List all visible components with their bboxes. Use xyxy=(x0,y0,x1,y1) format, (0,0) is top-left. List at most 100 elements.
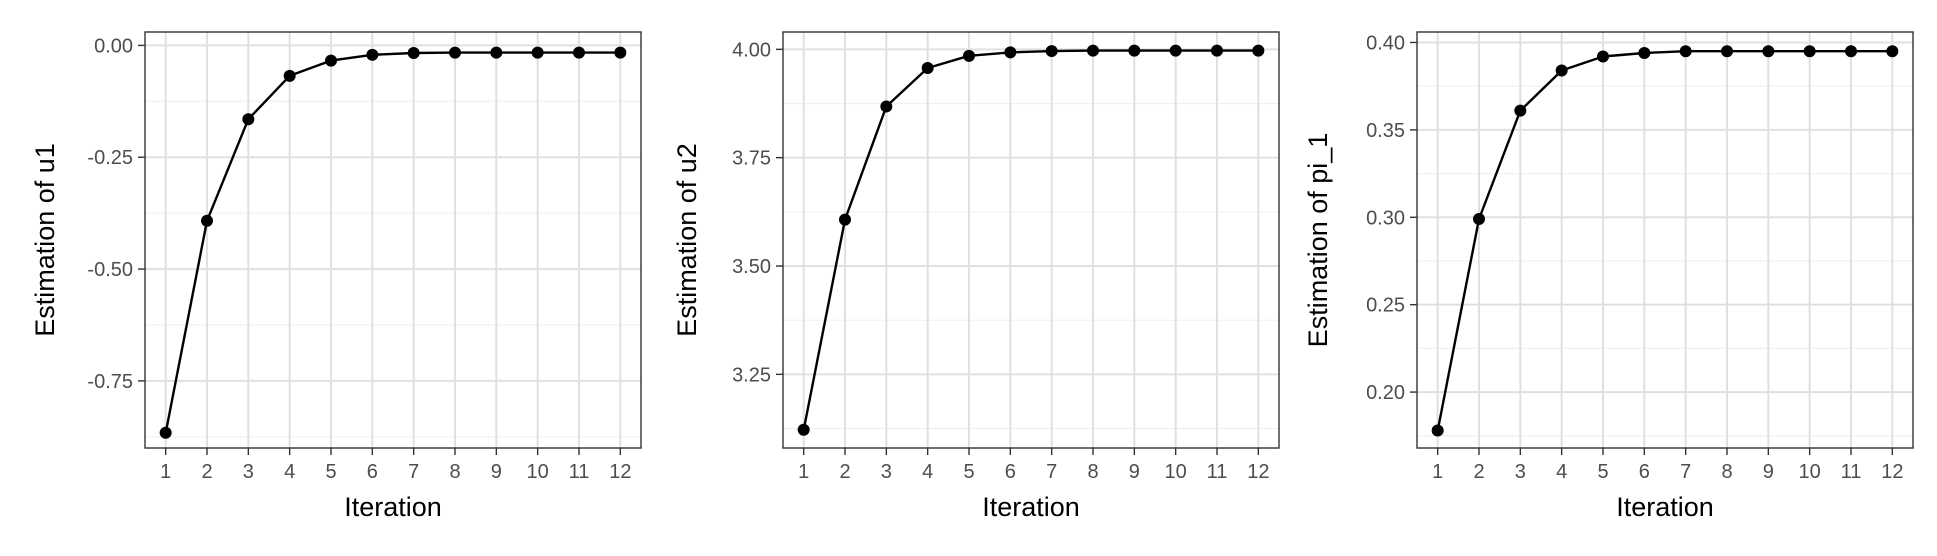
data-point xyxy=(1087,44,1099,57)
y-tick-label: 0.35 xyxy=(1366,120,1405,142)
data-point xyxy=(325,54,337,67)
chart-panel-3: 0.200.250.300.350.401 2 3 4 5 6 7 8 9 10 11 12Itera… xyxy=(1303,31,1914,522)
data-point xyxy=(1004,46,1017,59)
y-axis-title: Estimation of pi_1 xyxy=(1303,133,1333,348)
x-tick-label: 12 xyxy=(1881,461,1903,483)
data-point xyxy=(839,213,851,226)
x-tick-label: 4 xyxy=(284,461,295,483)
data-point xyxy=(407,47,420,60)
data-point xyxy=(283,69,296,82)
data-point xyxy=(1845,45,1857,58)
x-tick-label: 6 xyxy=(367,461,378,483)
x-tick-label: 5 xyxy=(963,461,974,483)
x-tick-label: 1 xyxy=(1432,461,1443,483)
y-tick-label: 0.20 xyxy=(1366,382,1405,404)
data-point xyxy=(1045,45,1058,58)
data-point xyxy=(366,48,379,61)
series-line xyxy=(802,49,1259,431)
data-point xyxy=(573,46,585,59)
data-point xyxy=(1514,104,1527,117)
y-tick-label: 0.25 xyxy=(1366,295,1405,317)
data-point xyxy=(1721,45,1733,58)
x-tick-label: 2 xyxy=(1473,461,1484,483)
y-tick-label: -0.75 xyxy=(87,371,133,393)
x-tick-label: 2 xyxy=(839,461,850,483)
y-tick-label: 0.00 xyxy=(94,35,133,57)
data-point xyxy=(1128,44,1141,57)
x-tick-label: 2 xyxy=(201,461,212,483)
x-tick-label: 1 xyxy=(798,461,809,483)
plot-area xyxy=(1417,32,1913,448)
x-tick-label: 9 xyxy=(1129,461,1140,483)
plot-area xyxy=(145,32,641,448)
chart-panel-2: 3.253.503.754.001 2 3 4 5 6 7 8 9 10 11 12Iteration… xyxy=(672,31,1280,522)
x-tick-label: 6 xyxy=(1005,461,1016,483)
x-tick-label: 10 xyxy=(1799,461,1821,483)
y-tick-label: 3.25 xyxy=(732,364,771,386)
data-point xyxy=(1803,45,1816,58)
x-tick-label: 5 xyxy=(1597,461,1608,483)
data-point xyxy=(1555,64,1568,77)
data-point xyxy=(1597,50,1609,63)
x-tick-label: 7 xyxy=(1680,461,1691,483)
x-tick-label: 10 xyxy=(527,461,549,483)
x-tick-label: 3 xyxy=(1515,461,1526,483)
x-axis-title: Iteration xyxy=(982,492,1080,522)
y-tick-label: -0.50 xyxy=(87,259,133,281)
panel-border xyxy=(144,31,642,449)
series-line xyxy=(1436,50,1893,431)
data-point xyxy=(531,46,544,59)
data-point xyxy=(1431,424,1444,437)
x-tick-label: 8 xyxy=(449,461,460,483)
data-point xyxy=(1638,46,1651,59)
x-tick-label: 11 xyxy=(1207,461,1228,483)
data-point xyxy=(1211,44,1223,57)
data-point xyxy=(242,113,255,126)
data-point xyxy=(880,100,893,113)
y-tick-label: 3.50 xyxy=(732,256,771,278)
y-axis-title: Estimation of u1 xyxy=(30,143,60,337)
x-tick-label: 7 xyxy=(1046,461,1057,483)
x-tick-label: 11 xyxy=(569,461,590,483)
data-point xyxy=(1679,45,1692,58)
x-tick-label: 12 xyxy=(1247,461,1269,483)
x-axis-title: Iteration xyxy=(1616,492,1714,522)
data-point xyxy=(201,214,213,227)
chart-panel-1: -0.75-0.50-0.250.001 2 3 4 5 6 7 8 9 10 11 12Iterat… xyxy=(30,31,642,522)
data-point xyxy=(1762,45,1775,58)
x-tick-label: 1 xyxy=(160,461,171,483)
x-tick-label: 3 xyxy=(881,461,892,483)
x-tick-label: 8 xyxy=(1087,461,1098,483)
y-tick-label: 3.75 xyxy=(732,148,771,170)
x-tick-label: 4 xyxy=(922,461,933,483)
data-point xyxy=(1886,45,1899,58)
data-point xyxy=(159,426,172,439)
x-tick-label: 5 xyxy=(325,461,336,483)
series-line xyxy=(164,51,621,434)
y-axis-title: Estimation of u2 xyxy=(672,143,702,337)
x-axis-title: Iteration xyxy=(344,492,442,522)
y-tick-label: -0.25 xyxy=(87,147,133,169)
data-point xyxy=(449,46,461,59)
data-point xyxy=(921,61,934,74)
x-tick-label: 7 xyxy=(408,461,419,483)
x-tick-label: 11 xyxy=(1841,461,1862,483)
x-tick-label: 9 xyxy=(1763,461,1774,483)
x-tick-label: 6 xyxy=(1639,461,1650,483)
y-tick-label: 4.00 xyxy=(732,39,771,61)
data-point xyxy=(963,49,975,62)
data-point xyxy=(1169,44,1182,57)
x-tick-label: 4 xyxy=(1556,461,1567,483)
plot-area xyxy=(783,32,1279,448)
data-point xyxy=(490,46,503,59)
y-tick-label: 0.30 xyxy=(1366,207,1405,229)
data-point xyxy=(1473,213,1485,226)
data-point xyxy=(614,46,627,59)
x-tick-label: 3 xyxy=(243,461,254,483)
x-tick-label: 10 xyxy=(1165,461,1187,483)
panel-border xyxy=(1416,31,1914,449)
x-tick-label: 8 xyxy=(1721,461,1732,483)
data-point xyxy=(1252,44,1265,57)
panel-border xyxy=(782,31,1280,449)
